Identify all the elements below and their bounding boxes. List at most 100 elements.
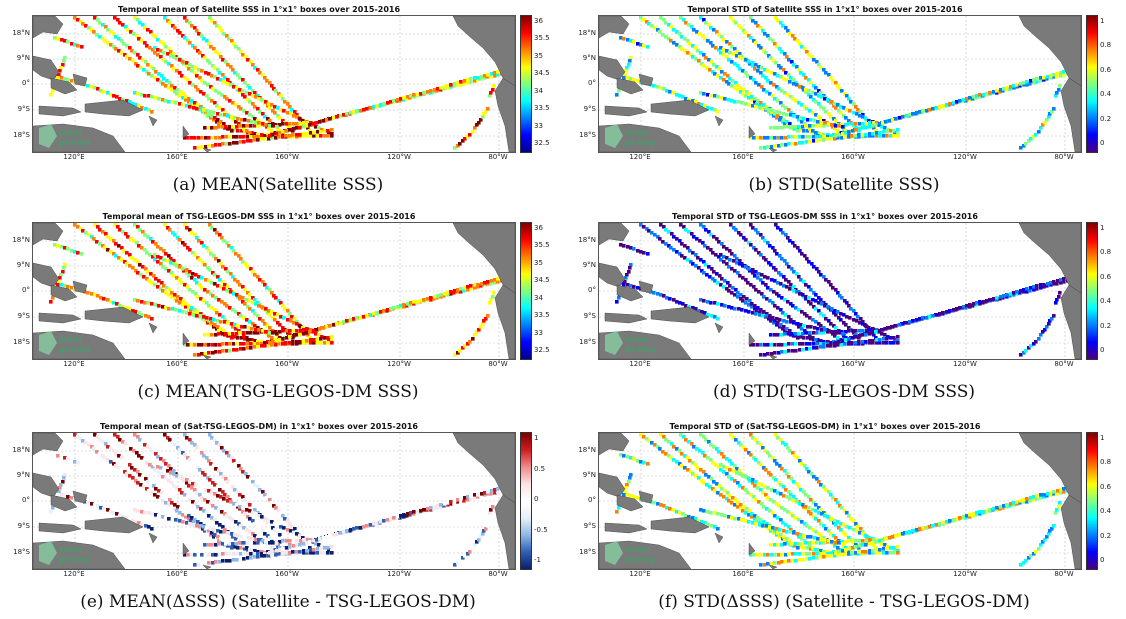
grid-cell <box>739 86 743 90</box>
grid-cell <box>1062 280 1066 284</box>
grid-cell <box>842 334 846 338</box>
grid-cell <box>718 484 722 488</box>
grid-cell <box>684 304 688 308</box>
grid-cell <box>716 527 720 531</box>
grid-cell <box>842 127 846 131</box>
grid-cell <box>802 336 806 340</box>
grid-cell <box>778 535 782 539</box>
grid-cell <box>309 121 313 125</box>
grid-cell <box>1058 291 1062 295</box>
grid-cell <box>952 308 956 312</box>
grid-cell <box>656 235 660 239</box>
grid-cell <box>326 134 330 138</box>
grid-cell <box>1028 82 1032 86</box>
grid-cell <box>1005 293 1009 297</box>
grid-cell <box>773 333 777 337</box>
grid-cell <box>763 563 767 567</box>
grid-cell <box>80 252 84 256</box>
grid-cell <box>301 536 305 540</box>
grid-cell <box>197 553 201 557</box>
grid-cell <box>804 295 808 299</box>
grid-cell <box>140 313 144 317</box>
grid-cell <box>720 70 724 74</box>
grid-cell <box>783 298 787 302</box>
grid-cell <box>695 447 699 451</box>
grid-cell <box>824 278 828 282</box>
grid-cell <box>192 311 196 315</box>
grid-cell <box>1045 535 1049 539</box>
grid-cell <box>780 143 784 147</box>
grid-cell <box>809 547 813 551</box>
grid-cell <box>972 512 976 516</box>
grid-cell <box>323 341 327 345</box>
grid-cell <box>727 82 731 86</box>
grid-cell <box>141 265 145 269</box>
grid-cell <box>188 498 192 502</box>
grid-cell <box>308 540 312 544</box>
grid-cell <box>251 296 255 300</box>
grid-cell <box>205 246 209 250</box>
grid-cell <box>84 231 88 235</box>
grid-cell <box>744 309 748 313</box>
grid-cell <box>747 520 751 524</box>
grid-cell <box>265 125 269 129</box>
grid-cell <box>261 529 265 533</box>
grid-cell <box>811 508 815 512</box>
grid-cell <box>837 550 841 554</box>
grid-cell <box>1022 498 1026 502</box>
grid-cell <box>453 146 457 150</box>
colorbar-tick-label: 0.6 <box>1100 272 1112 281</box>
grid-cell <box>759 308 763 312</box>
grid-cell <box>231 518 235 522</box>
grid-cell <box>66 495 70 499</box>
grid-cell <box>882 130 886 134</box>
grid-cell <box>747 477 751 481</box>
grid-cell <box>143 458 147 462</box>
grid-cell <box>822 555 826 559</box>
grid-cell <box>265 496 269 500</box>
grid-cell <box>386 101 390 105</box>
grid-cell <box>133 298 137 302</box>
grid-cell <box>656 292 660 296</box>
grid-cell <box>875 548 879 552</box>
grid-cell <box>783 539 787 543</box>
grid-cell <box>326 129 330 133</box>
grid-cell <box>799 488 803 492</box>
grid-cell <box>796 456 800 460</box>
grid-cell <box>76 461 80 465</box>
grid-cell <box>855 112 859 116</box>
grid-cell <box>1050 110 1054 114</box>
grid-cell <box>235 135 239 139</box>
grid-cell <box>845 301 849 305</box>
grid-cell <box>193 278 197 282</box>
grid-cell <box>200 496 204 500</box>
grid-cell <box>626 283 630 287</box>
grid-cell <box>135 34 139 38</box>
grid-cell <box>266 521 270 525</box>
grid-cell <box>622 493 626 497</box>
grid-cell <box>260 305 264 309</box>
grid-cell <box>240 325 244 329</box>
grid-cell <box>201 527 205 531</box>
grid-cell <box>146 270 150 274</box>
grid-cell <box>309 134 313 138</box>
grid-cell <box>800 120 804 124</box>
grid-cell <box>788 497 792 501</box>
grid-cell <box>708 275 712 279</box>
grid-cell <box>810 262 814 266</box>
grid-cell <box>756 231 760 235</box>
grid-cell <box>741 69 745 73</box>
grid-cell <box>169 261 173 265</box>
grid-cell <box>312 548 316 552</box>
grid-cell <box>624 486 628 490</box>
grid-cell <box>114 35 118 39</box>
grid-cell <box>722 245 726 249</box>
grid-cell <box>323 134 327 138</box>
grid-cell <box>216 118 220 122</box>
grid-cell <box>191 44 195 48</box>
grid-cell <box>335 532 339 536</box>
grid-cell <box>246 139 250 143</box>
lon-label: 120°W <box>953 153 977 161</box>
grid-cell <box>698 449 702 453</box>
grid-cell <box>861 113 865 117</box>
